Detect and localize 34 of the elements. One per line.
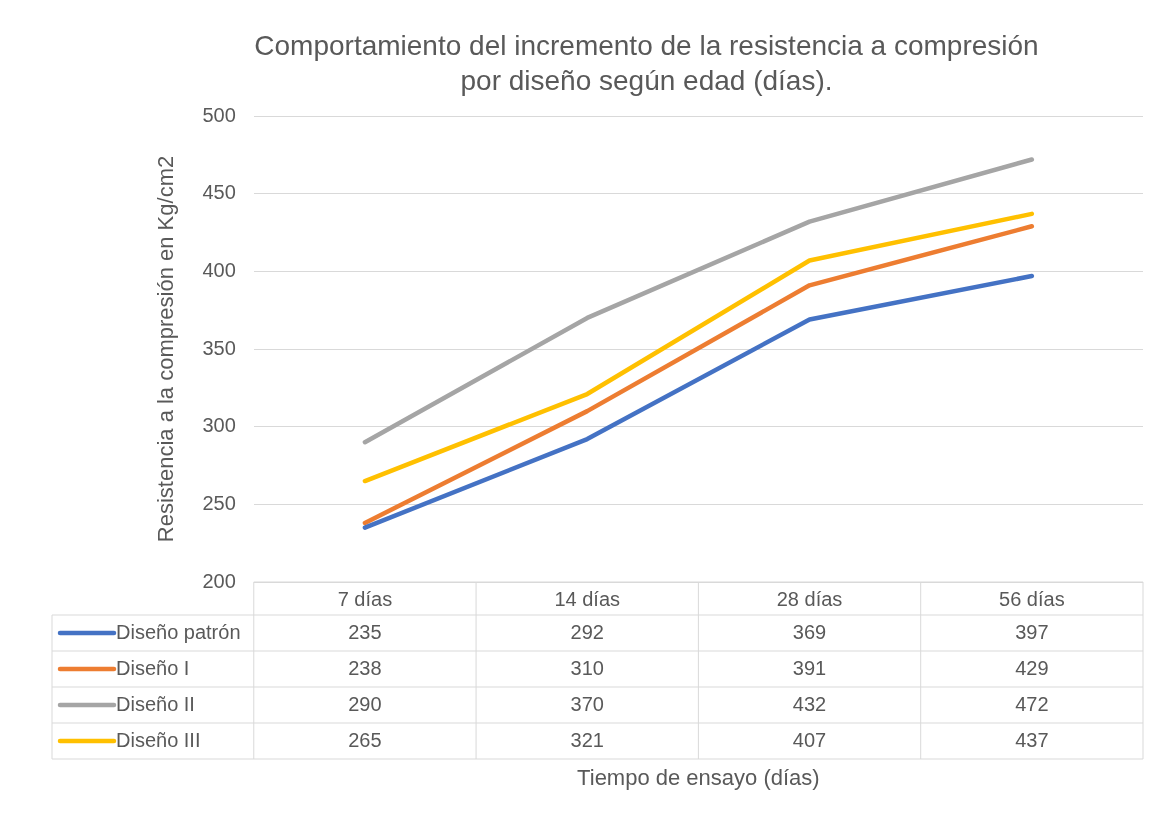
- data-label: 397: [1015, 620, 1049, 643]
- data-label: 369: [792, 620, 827, 643]
- legend-label: Diseño II: [116, 692, 195, 715]
- data-label: 321: [570, 728, 604, 751]
- data-label: 432: [792, 692, 827, 715]
- x-tick-label: 14 días: [554, 587, 621, 610]
- x-tick-label: 28 días: [776, 587, 843, 610]
- y-tick-label: 200: [202, 569, 236, 592]
- data-label: 437: [1015, 728, 1049, 751]
- data-label: 238: [348, 656, 382, 679]
- legend-label: Diseño III: [116, 728, 201, 751]
- data-label: 429: [1015, 656, 1049, 679]
- data-label: 407: [792, 728, 827, 751]
- data-label: 391: [792, 656, 827, 679]
- legend-label: Diseño I: [116, 656, 190, 679]
- x-tick-label: 56 días: [999, 587, 1065, 610]
- y-tick-label: 400: [202, 258, 236, 281]
- legend-label: Diseño patrón: [116, 620, 241, 643]
- data-label: 290: [348, 692, 382, 715]
- data-label: 235: [348, 620, 382, 643]
- x-tick-label: 7 días: [337, 587, 393, 610]
- chart-title: Comportamiento del incremento de la resistencia a compresión por diseño según edad (días).: [254, 30, 1039, 97]
- data-label: 310: [570, 656, 604, 679]
- data-label: 472: [1015, 692, 1049, 715]
- text: Tiempo de ensayo (días): [577, 765, 820, 791]
- y-tick-label: 350: [202, 336, 236, 359]
- y-tick-label: 500: [202, 103, 236, 126]
- data-label: 370: [570, 692, 604, 715]
- y-tick-label: 450: [202, 181, 236, 204]
- y-tick-label: 300: [202, 414, 236, 437]
- data-label: 265: [348, 728, 382, 751]
- data-label: 292: [570, 620, 604, 643]
- y-tick-label: 250: [202, 491, 236, 514]
- y-axis-title: Resistencia a la compresión en Kg/cm2: [153, 155, 179, 543]
